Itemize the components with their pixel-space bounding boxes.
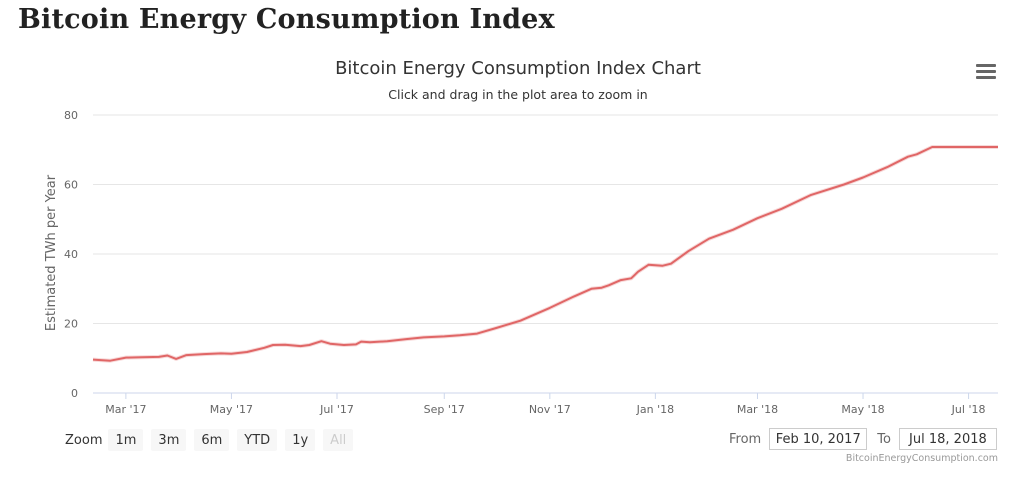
zoom-3m-button[interactable]: 3m xyxy=(151,429,187,451)
x-tick-label: Sep '17 xyxy=(424,403,465,416)
y-tick-label: 80 xyxy=(64,109,78,122)
x-tick-label: Jul '18 xyxy=(951,403,986,416)
chart-title: Bitcoin Energy Consumption Index Chart xyxy=(335,58,701,79)
page-heading: Bitcoin Energy Consumption Index xyxy=(18,4,555,35)
chart-subtitle: Click and drag in the plot area to zoom … xyxy=(388,87,648,102)
zoom-bar: Zoom 1m 3m 6m YTD 1y All xyxy=(65,428,361,452)
range-from-label: From xyxy=(729,431,762,447)
credit-link[interactable]: BitcoinEnergyConsumption.com xyxy=(845,453,998,464)
zoom-1m-button[interactable]: 1m xyxy=(108,429,144,451)
zoom-1y-button[interactable]: 1y xyxy=(285,429,316,451)
y-axis: 0 20 40 60 80 xyxy=(64,109,78,400)
y-tick-label: 40 xyxy=(64,248,78,261)
x-tick-label: Jul '17 xyxy=(319,403,354,416)
zoom-label: Zoom xyxy=(65,432,103,448)
grid-lines xyxy=(93,114,998,394)
range-to-label: To xyxy=(877,431,891,447)
y-tick-label: 20 xyxy=(64,318,78,331)
date-range-selector: From Feb 10, 2017 To Jul 18, 2018 xyxy=(729,428,997,450)
x-tick-label: May '17 xyxy=(210,403,253,416)
y-tick-label: 0 xyxy=(71,387,78,400)
series-group xyxy=(92,145,998,363)
y-tick-label: 60 xyxy=(64,179,78,192)
y-axis-title: Estimated TWh per Year xyxy=(44,174,59,331)
zoom-all-button[interactable]: All xyxy=(323,429,354,451)
x-tick-label: Nov '17 xyxy=(529,403,571,416)
series-line[interactable] xyxy=(92,146,998,362)
x-axis: Mar '17 May '17 Jul '17 Sep '17 Nov '17 Jan '… xyxy=(105,393,985,416)
zoom-ytd-button[interactable]: YTD xyxy=(237,429,278,451)
x-tick-label: May '18 xyxy=(841,403,884,416)
zoom-6m-button[interactable]: 6m xyxy=(194,429,230,451)
x-tick-label: Mar '17 xyxy=(105,403,146,416)
range-to-input[interactable]: Jul 18, 2018 xyxy=(898,428,997,450)
hamburger-menu-icon[interactable] xyxy=(976,64,996,82)
range-from-input[interactable]: Feb 10, 2017 xyxy=(769,428,868,450)
x-tick-label: Jan '18 xyxy=(636,403,674,416)
x-tick-label: Mar '18 xyxy=(737,403,778,416)
